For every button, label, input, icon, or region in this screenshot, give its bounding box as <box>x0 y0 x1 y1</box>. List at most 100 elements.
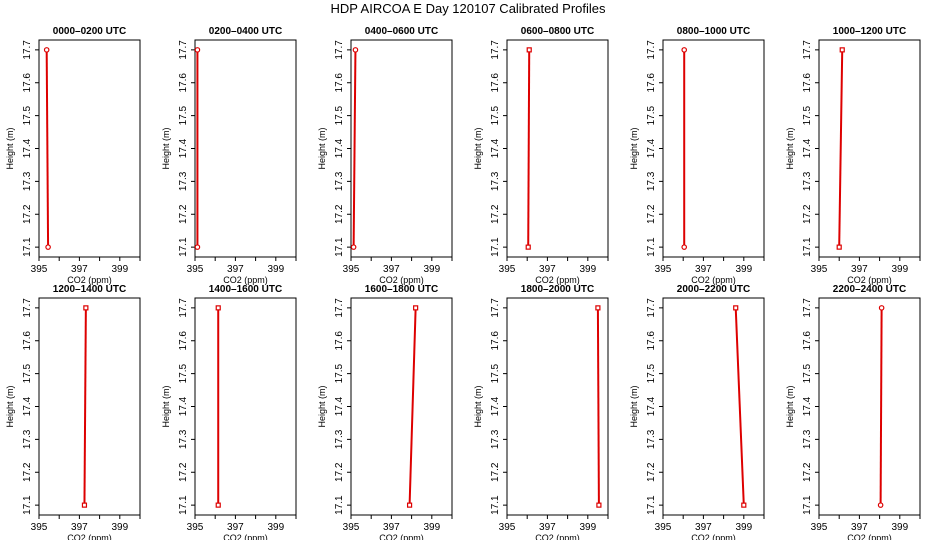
y-tick-label: 17.5 <box>334 363 345 383</box>
y-tick-label: 17.1 <box>22 495 33 515</box>
x-tick-label: 395 <box>811 264 828 275</box>
profile-line <box>352 49 357 248</box>
y-tick-label: 17.4 <box>802 138 813 158</box>
x-tick-label: 399 <box>267 264 284 275</box>
y-tick-label: 17.6 <box>802 331 813 351</box>
y-tick-label: 17.2 <box>490 204 501 224</box>
plot-frame <box>194 297 297 516</box>
data-point <box>526 47 532 53</box>
y-tick-label: 17.4 <box>490 138 501 158</box>
y-tick-label: 17.3 <box>22 171 33 191</box>
y-tick-label: 17.7 <box>22 40 33 60</box>
plot-frame <box>506 39 609 258</box>
y-tick-label: 17.3 <box>490 429 501 449</box>
x-tick-label: 397 <box>695 522 712 533</box>
y-tick-label: 17.1 <box>646 495 657 515</box>
y-tick-label: 17.1 <box>802 237 813 257</box>
x-axis-label: CO2 (ppm) <box>223 533 268 540</box>
x-axis-label: CO2 (ppm) <box>379 275 424 285</box>
profile-line <box>879 307 883 506</box>
x-tick-label: 395 <box>499 264 516 275</box>
x-tick-label: 397 <box>539 264 556 275</box>
data-point <box>878 305 885 311</box>
plot-frame <box>38 39 141 258</box>
x-tick-label: 397 <box>227 264 244 275</box>
y-tick-label: 17.3 <box>178 171 189 191</box>
y-axis-label: Height (m) <box>629 127 639 169</box>
y-axis-label: Height (m) <box>317 385 327 427</box>
plot-frame <box>818 297 921 516</box>
plot-frame <box>506 297 609 516</box>
x-tick-label: 399 <box>579 264 596 275</box>
data-point <box>733 305 739 311</box>
y-tick-label: 17.1 <box>178 495 189 515</box>
y-axis-label: Height (m) <box>473 385 483 427</box>
profile-line <box>83 307 87 506</box>
x-tick-label: 399 <box>891 264 908 275</box>
panel-title: 1200–1400 UTC <box>53 284 126 295</box>
y-tick-label: 17.1 <box>334 237 345 257</box>
y-tick-label: 17.1 <box>490 237 501 257</box>
profile-line <box>408 307 417 506</box>
y-tick-label: 17.4 <box>178 138 189 158</box>
y-tick-label: 17.7 <box>802 298 813 318</box>
y-tick-label: 17.7 <box>334 298 345 318</box>
y-tick-label: 17.2 <box>646 462 657 482</box>
x-tick-label: 395 <box>31 522 48 533</box>
y-tick-label: 17.6 <box>490 331 501 351</box>
y-tick-label: 17.4 <box>178 396 189 416</box>
y-tick-label: 17.3 <box>490 171 501 191</box>
y-tick-label: 17.3 <box>646 429 657 449</box>
y-tick-label: 17.6 <box>646 331 657 351</box>
y-tick-label: 17.6 <box>22 331 33 351</box>
data-point <box>681 244 688 250</box>
plot-frame <box>818 39 921 258</box>
y-tick-label: 17.4 <box>646 138 657 158</box>
profile-line <box>734 307 745 506</box>
x-tick-label: 395 <box>655 264 672 275</box>
y-tick-label: 17.3 <box>802 429 813 449</box>
x-tick-label: 395 <box>343 264 360 275</box>
y-tick-label: 17.7 <box>490 40 501 60</box>
data-point <box>45 244 51 250</box>
y-tick-label: 17.2 <box>490 462 501 482</box>
x-tick-label: 397 <box>71 264 88 275</box>
y-tick-label: 17.2 <box>178 204 189 224</box>
plot-frame <box>350 297 453 516</box>
y-axis-label: Height (m) <box>317 127 327 169</box>
y-tick-label: 17.3 <box>334 429 345 449</box>
x-tick-label: 399 <box>267 522 284 533</box>
panel-title: 0200–0400 UTC <box>209 26 282 37</box>
data-point <box>681 47 688 53</box>
y-tick-label: 17.5 <box>22 105 33 125</box>
y-tick-label: 17.3 <box>22 429 33 449</box>
panel-title: 0000–0200 UTC <box>53 26 126 37</box>
x-tick-label: 397 <box>851 522 868 533</box>
y-tick-label: 17.6 <box>334 73 345 93</box>
x-axis-label: CO2 (ppm) <box>847 533 892 540</box>
y-tick-label: 17.6 <box>178 331 189 351</box>
data-point <box>194 47 201 53</box>
profile-line <box>596 307 600 506</box>
x-tick-label: 397 <box>71 522 88 533</box>
x-tick-label: 397 <box>851 264 868 275</box>
y-tick-label: 17.2 <box>334 462 345 482</box>
y-tick-label: 17.4 <box>22 396 33 416</box>
x-tick-label: 399 <box>579 522 596 533</box>
y-tick-label: 17.3 <box>646 171 657 191</box>
y-tick-label: 17.1 <box>334 495 345 515</box>
x-tick-label: 397 <box>539 522 556 533</box>
y-tick-label: 17.4 <box>490 396 501 416</box>
y-tick-label: 17.6 <box>646 73 657 93</box>
profile-line <box>45 49 50 248</box>
data-point <box>43 47 50 53</box>
x-axis-label: CO2 (ppm) <box>223 275 268 285</box>
y-tick-label: 17.7 <box>178 298 189 318</box>
